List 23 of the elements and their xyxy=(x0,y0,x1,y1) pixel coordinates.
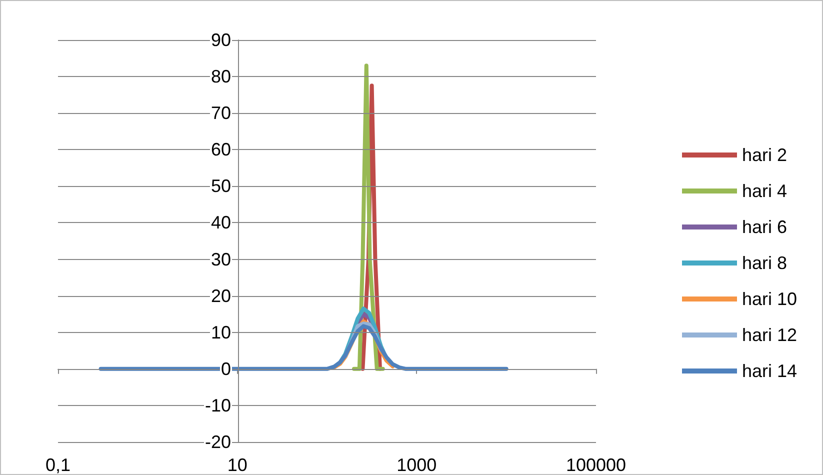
legend-label: hari 14 xyxy=(742,361,798,381)
legend-label: hari 6 xyxy=(742,217,788,237)
x-tick-label: 0,1 xyxy=(45,455,71,475)
x-tick-label: 10 xyxy=(227,455,248,475)
y-tick-label: 30 xyxy=(210,249,231,270)
y-tick-label: 90 xyxy=(210,30,231,50)
y-tick-label: 50 xyxy=(210,176,231,196)
y-tick-label: 10 xyxy=(210,322,231,342)
y-tick-label: -10 xyxy=(204,395,231,416)
legend-label: hari 12 xyxy=(742,325,798,345)
y-tick-label: 70 xyxy=(210,103,231,124)
y-tick-label: 40 xyxy=(210,212,231,233)
legend-label: hari 10 xyxy=(742,289,798,309)
y-tick-label: -20 xyxy=(204,432,231,452)
x-tick-label: 100000 xyxy=(566,455,626,475)
y-tick-label: 80 xyxy=(210,66,231,87)
legend-label: hari 4 xyxy=(742,181,788,201)
y-tick-label: 60 xyxy=(210,140,231,160)
legend-label: hari 8 xyxy=(742,253,788,273)
y-tick-label: 20 xyxy=(210,286,231,306)
y-tick-label: 0 xyxy=(220,358,231,379)
legend-label: hari 2 xyxy=(742,145,788,165)
x-tick-label: 1000 xyxy=(396,455,437,475)
